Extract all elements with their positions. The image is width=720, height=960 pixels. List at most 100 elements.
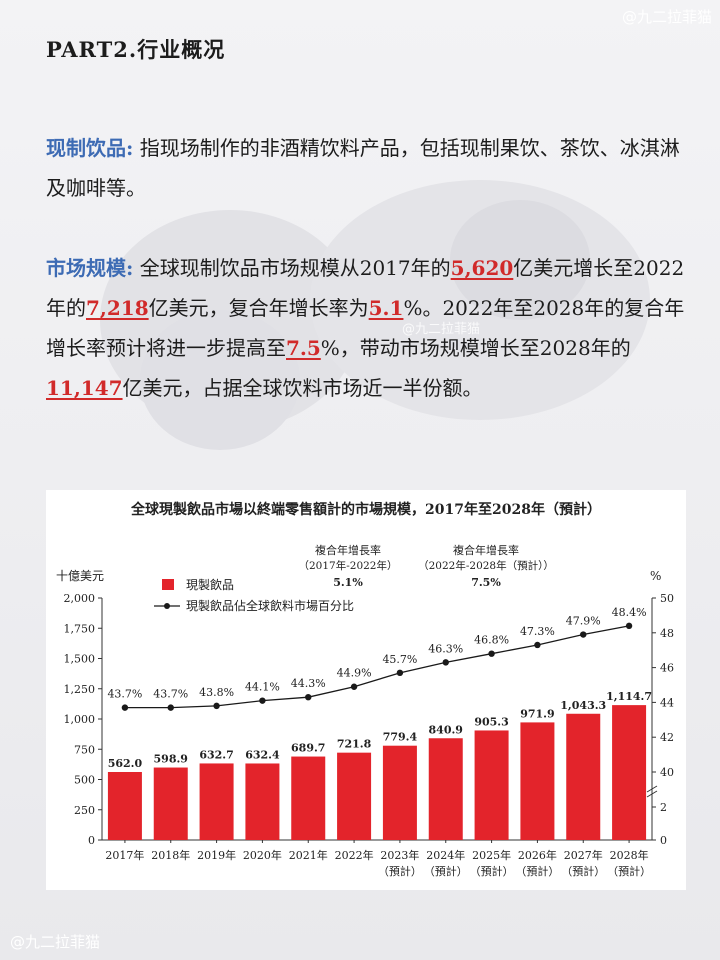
center-watermark: @九二拉菲猫 — [402, 322, 481, 337]
market-value-2017: 5,620 — [450, 256, 514, 280]
share-label: 46.3% — [428, 642, 463, 655]
y2-tick-label: 50 — [660, 592, 674, 605]
bar — [428, 738, 463, 840]
y-tick-label: 0 — [88, 834, 95, 847]
bar — [520, 722, 555, 840]
cagr-value: 7.5% — [471, 576, 501, 589]
share-point — [350, 683, 358, 690]
share-point — [580, 631, 587, 638]
chart-title: 全球現製飲品市場以終端零售額計的市場規模，2017年至2028年（預計） — [130, 501, 601, 518]
bar — [474, 730, 509, 840]
market-text-2: 亿美元增长至2022年的 — [46, 256, 685, 320]
x-tick-note: （預計） — [470, 864, 514, 878]
y-tick-label: 500 — [74, 774, 95, 787]
cagr-period: （2017年-2022年） — [299, 559, 398, 572]
y2-tick-label: 48 — [660, 627, 674, 640]
bar-value-label: 971.9 — [520, 707, 554, 720]
y2-axis-label: % — [650, 569, 661, 583]
market-text-6: 亿美元，占据全球饮料市场近一半份额。 — [122, 376, 483, 400]
y-tick-label: 1,000 — [64, 713, 96, 726]
share-point — [396, 669, 404, 677]
y-axis-label: 十億美元 — [56, 569, 104, 583]
x-tick-label: 2023年 — [380, 848, 419, 862]
bottom-watermark: @九二拉菲猫 — [10, 933, 101, 951]
y2-tick-label: 2 — [660, 801, 667, 814]
y-tick-label: 1,250 — [64, 683, 96, 696]
x-tick-label: 2028年 — [610, 848, 649, 862]
market-paragraph: 市场规模: 全球现制饮品市场规模从2017年的5,620亿美元增长至2022年的… — [46, 248, 686, 408]
share-label: 44.3% — [291, 677, 326, 690]
y-tick-label: 250 — [74, 804, 95, 817]
x-tick-label: 2025年 — [472, 848, 511, 862]
share-point — [625, 622, 633, 630]
share-point — [488, 650, 495, 657]
legend-line-marker — [164, 603, 170, 609]
market-cagr-historic: 5.1 — [368, 296, 404, 320]
share-label: 44.9% — [337, 667, 372, 680]
x-tick-label: 2017年 — [105, 848, 144, 862]
legend-line-label: 現製飲品佔全球飲料市場百分比 — [186, 598, 354, 613]
share-label: 47.9% — [566, 615, 601, 628]
bar — [199, 763, 234, 840]
share-label: 43.8% — [199, 686, 234, 699]
y2-tick-label: 0 — [660, 834, 667, 847]
market-text-3: 亿美元，复合年增长率为 — [148, 296, 369, 320]
market-text-4: %。2022年至2028年的复合年增长率预计将进一步提高至 — [46, 296, 685, 360]
y-tick-label: 1,750 — [64, 622, 96, 635]
market-text-1: 全球现制饮品市场规模从2017年的 — [139, 256, 451, 280]
share-label: 44.1% — [245, 681, 280, 694]
share-label: 43.7% — [107, 688, 142, 701]
legend-bar-swatch — [162, 579, 174, 590]
y-tick-label: 750 — [74, 743, 95, 756]
y-tick-label: 1,500 — [64, 653, 96, 666]
background-cat-illustration — [100, 180, 650, 450]
share-label: 47.3% — [520, 625, 555, 638]
share-point — [534, 641, 541, 649]
definition-text: 指现场制作的非酒精饮料产品，包括现制果饮、茶饮、冰淇淋及咖啡等。 — [46, 136, 680, 200]
share-point — [121, 704, 129, 711]
cagr-label: 複合年增長率 — [315, 543, 381, 557]
market-cagr-forecast: 7.5 — [286, 336, 321, 360]
cagr-label: 複合年增長率 — [453, 543, 519, 557]
y2-tick-label: 44 — [660, 696, 674, 709]
axis-break-mark — [646, 790, 658, 798]
bar — [337, 752, 372, 840]
bar — [153, 767, 188, 840]
bar — [291, 756, 326, 840]
bar-value-label: 1,043.3 — [560, 699, 606, 712]
x-tick-label: 2027年 — [564, 848, 603, 862]
definition-term: 现制饮品: — [46, 136, 134, 160]
x-tick-label: 2024年 — [426, 848, 465, 862]
share-point — [167, 704, 174, 711]
bar-value-label: 840.9 — [429, 723, 463, 736]
definition-paragraph: 现制饮品: 指现场制作的非酒精饮料产品，包括现制果饮、茶饮、冰淇淋及咖啡等。 — [46, 128, 686, 208]
x-tick-label: 2022年 — [335, 848, 374, 862]
share-line — [124, 625, 630, 709]
bar-value-label: 1,114.7 — [606, 690, 652, 703]
x-tick-note: （預計） — [561, 864, 605, 878]
top-watermark: @九二拉菲猫 — [621, 8, 712, 26]
market-term: 市场规模: — [46, 256, 134, 280]
market-size-chart: 全球現製飲品市場以終端零售額計的市場規模，2017年至2028年（預計） 十億美元… — [56, 501, 674, 878]
y-tick-label: 2,000 — [64, 592, 96, 605]
bar-value-label: 779.4 — [383, 731, 418, 744]
legend-bar-label: 現製飲品 — [186, 577, 234, 592]
x-tick-note: （預計） — [515, 864, 559, 878]
x-tick-label: 2026年 — [518, 848, 557, 862]
axis-break-mark — [646, 785, 658, 793]
bar-value-label: 632.4 — [245, 748, 280, 761]
x-tick-label: 2020年 — [243, 848, 282, 862]
x-tick-label: 2019年 — [197, 848, 236, 862]
x-tick-note: （預計） — [424, 864, 468, 878]
bar — [382, 745, 417, 840]
share-point — [213, 702, 220, 710]
share-label: 45.7% — [382, 653, 417, 666]
market-text-5: %，带动市场规模增长至2028年的 — [320, 336, 631, 360]
bar-value-label: 689.7 — [291, 742, 325, 755]
x-tick-label: 2018年 — [151, 848, 190, 862]
x-tick-label: 2021年 — [289, 848, 328, 862]
bar — [107, 771, 142, 840]
market-value-2022: 7,218 — [86, 296, 149, 320]
cagr-value: 5.1% — [333, 576, 363, 589]
bar-value-label: 721.8 — [337, 738, 372, 751]
